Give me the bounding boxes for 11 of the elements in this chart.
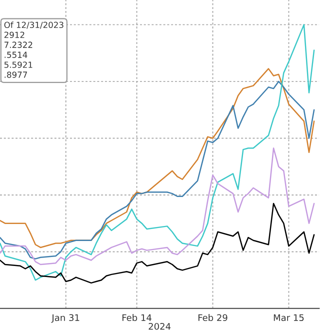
x-tick-label: Jan 31 (51, 314, 80, 323)
x-tick-label: Feb 14 (122, 314, 152, 322)
annotation: .8977 (4, 72, 27, 78)
x-tick-label: Mar 15 (274, 314, 304, 322)
x-axis-title: 2024 (148, 322, 171, 330)
annotation: 5.5921 (4, 62, 32, 68)
annotation: 7.2322 (4, 42, 32, 48)
annotation: .5514 (4, 52, 28, 58)
annotation: Of 12/31/2023 (4, 22, 64, 29)
x-tick-label: Feb 29 (198, 314, 228, 322)
annotation: 2912 (4, 32, 24, 38)
